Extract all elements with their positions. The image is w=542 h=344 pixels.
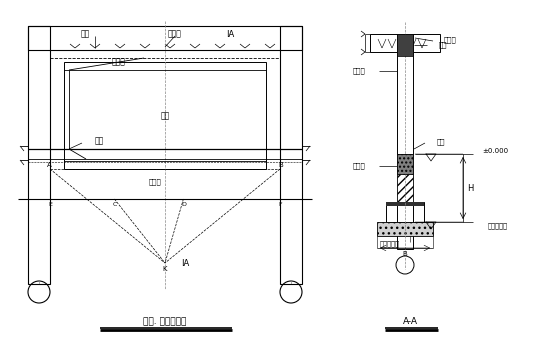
Bar bbox=[370, 34, 440, 52]
Text: 门架: 门架 bbox=[160, 111, 170, 120]
Text: 圈梁: 圈梁 bbox=[80, 30, 89, 39]
Text: A: A bbox=[47, 162, 51, 168]
Text: K: K bbox=[163, 266, 167, 272]
Text: IA: IA bbox=[181, 259, 189, 269]
Text: 圈梁: 圈梁 bbox=[439, 42, 447, 48]
Text: 地脚梁: 地脚梁 bbox=[149, 179, 162, 185]
Text: F: F bbox=[278, 202, 282, 206]
Text: 门框梁: 门框梁 bbox=[352, 68, 365, 74]
Bar bbox=[397, 34, 413, 56]
Text: C: C bbox=[112, 202, 117, 206]
Bar bbox=[28, 26, 302, 50]
Bar bbox=[397, 154, 413, 249]
Text: 桶基底标高: 桶基底标高 bbox=[488, 223, 508, 229]
Text: 门框梁: 门框梁 bbox=[112, 57, 126, 66]
Text: A-A: A-A bbox=[403, 318, 417, 326]
Text: D: D bbox=[181, 202, 186, 206]
Bar bbox=[280, 26, 302, 284]
Text: 混凝土垫层: 混凝土垫层 bbox=[380, 241, 400, 247]
Text: B: B bbox=[403, 251, 408, 257]
Bar bbox=[28, 26, 50, 284]
Bar bbox=[397, 34, 413, 56]
Bar bbox=[64, 62, 266, 169]
Text: ±0.000: ±0.000 bbox=[482, 148, 508, 154]
Text: 空心板: 空心板 bbox=[168, 30, 182, 39]
Text: 墙梁: 墙梁 bbox=[437, 139, 445, 145]
Text: 图一. 门框梁布置: 图一. 门框梁布置 bbox=[143, 318, 186, 326]
Bar bbox=[397, 154, 413, 174]
Bar bbox=[397, 174, 413, 202]
Text: 地脚梁: 地脚梁 bbox=[352, 163, 365, 169]
Text: H: H bbox=[467, 183, 473, 193]
Text: 墙梁: 墙梁 bbox=[94, 137, 104, 146]
Bar bbox=[397, 34, 413, 154]
Text: IA: IA bbox=[226, 30, 234, 39]
Text: 空心板: 空心板 bbox=[443, 37, 456, 43]
Bar bbox=[386, 202, 424, 222]
Text: E: E bbox=[48, 202, 52, 206]
Bar bbox=[377, 222, 433, 236]
Bar bbox=[386, 202, 424, 206]
Text: B: B bbox=[279, 162, 283, 168]
